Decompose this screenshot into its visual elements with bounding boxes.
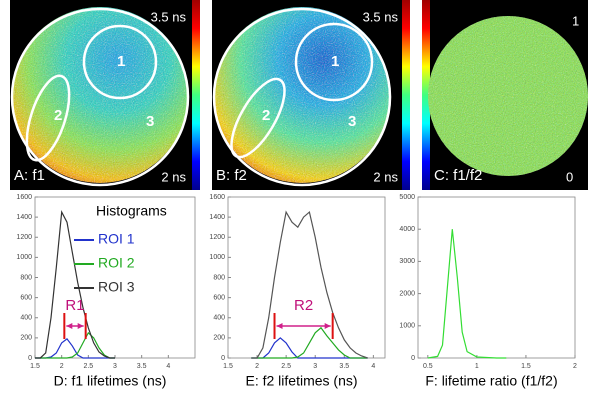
scale-max: 3.5 ns: [363, 9, 399, 24]
y-tick-label: 1000: [16, 254, 32, 261]
y-tick-label: 200: [213, 335, 225, 342]
y-tick-label: 0: [28, 355, 32, 362]
panel-label: C: f1/f2: [434, 167, 482, 184]
scale-max: 3.5 ns: [151, 9, 187, 24]
x-axis-label: E: f2 lifetimes (ns): [245, 373, 357, 389]
x-tick-label: 3: [313, 363, 317, 370]
y-tick-label: 3000: [399, 258, 415, 265]
x-axis-label: D: f1 lifetimes (ns): [54, 373, 167, 389]
y-tick-label: 1200: [16, 234, 32, 241]
roi-outline: [230, 77, 286, 159]
series-line: [251, 337, 368, 359]
roi-label: 1: [117, 53, 125, 70]
x-tick-label: 1.5: [521, 363, 531, 370]
y-tick-label: 1000: [209, 254, 225, 261]
image-disk: [214, 7, 390, 183]
x-tick-label: 1: [475, 363, 479, 370]
chart: 0 200 400 600 800 1000 1200 1400 1600 1.5 2 2.5 3 3.5…: [209, 194, 386, 389]
y-tick-label: 1400: [209, 214, 225, 221]
scale-max: 1: [572, 13, 579, 28]
roi-label: 3: [146, 113, 154, 130]
x-tick-label: 3.5: [137, 363, 147, 370]
arrow-head: [276, 323, 331, 329]
roi-label: 2: [262, 107, 270, 124]
legend-title: Histograms: [96, 203, 167, 219]
chart: 0 200 400 600 800 1000 1200 1400 1600 1.5 2 2.5 3 3.5…: [16, 194, 196, 389]
series-line: [35, 210, 115, 359]
roi-label: 2: [54, 107, 62, 124]
y-tick-label: 5000: [399, 194, 415, 201]
colorbar: [192, 0, 200, 190]
legend-label: ROI 2: [98, 255, 135, 271]
arrow-head: [66, 323, 84, 329]
y-tick-label: 400: [20, 315, 32, 322]
y-tick-label: 600: [213, 294, 225, 301]
image-disk: [12, 7, 188, 183]
roi-outline: [10, 7, 190, 187]
colorbar: [422, 0, 430, 190]
y-tick-label: 4000: [399, 226, 415, 233]
y-tick-label: 800: [213, 274, 225, 281]
x-axis-label: F: lifetime ratio (f1/f2): [425, 373, 557, 389]
x-tick-label: 4: [166, 363, 170, 370]
panel-label: A: f1: [14, 167, 45, 184]
series-line: [251, 326, 368, 359]
legend-label: ROI 3: [98, 279, 135, 295]
panel-b: 1 2 3 3.5 ns 2 ns B: f2: [212, 0, 410, 190]
y-tick-label: 1000: [399, 323, 415, 330]
x-tick-label: 2: [573, 363, 577, 370]
x-tick-label: 3: [113, 363, 117, 370]
roi-label: 1: [331, 53, 339, 70]
roi-label: 3: [348, 113, 356, 130]
panel-c: 1 0 C: f1/f2: [422, 0, 588, 190]
y-tick-label: 0: [221, 355, 225, 362]
range-label: R1: [65, 297, 84, 314]
range-label: R2: [294, 297, 313, 314]
plot-area: [227, 196, 386, 359]
y-tick-label: 1600: [209, 194, 225, 201]
x-tick-label: 4: [371, 363, 375, 370]
roi-outline: [294, 22, 374, 102]
x-tick-label: 2: [255, 363, 259, 370]
x-tick-label: 1.5: [30, 363, 40, 370]
x-tick-label: 2: [60, 363, 64, 370]
x-tick-label: 3.5: [339, 363, 349, 370]
series-line: [427, 229, 507, 359]
scale-min: 2 ns: [161, 169, 186, 184]
y-tick-label: 1400: [16, 214, 32, 221]
series-line: [251, 210, 368, 359]
panel-label: B: f2: [216, 167, 247, 184]
y-tick-label: 800: [20, 274, 32, 281]
y-tick-label: 400: [213, 315, 225, 322]
x-tick-label: 0.5: [423, 363, 433, 370]
x-tick-label: 2.5: [281, 363, 291, 370]
roi-outline: [25, 74, 71, 162]
y-tick-label: 0: [411, 355, 415, 362]
series-line: [35, 331, 115, 359]
plot-area: [34, 196, 196, 359]
chart: 0 1000 2000 3000 4000 5000 0.5 1 1.5 2 F: lifetime…: [399, 194, 577, 389]
scale-min: 0: [566, 169, 573, 184]
x-tick-label: 2.5: [83, 363, 93, 370]
x-tick-label: 1.5: [223, 363, 233, 370]
roi-outline: [212, 7, 392, 187]
plot-area: [417, 196, 576, 359]
scale-min: 2 ns: [373, 169, 398, 184]
roi-outline: [82, 24, 158, 100]
y-tick-label: 200: [20, 335, 32, 342]
panel-a: 1 2 3 3.5 ns 2 ns A: f1: [10, 0, 200, 190]
image-disk: [428, 16, 588, 176]
legend-label: ROI 1: [98, 231, 135, 247]
y-tick-label: 600: [20, 294, 32, 301]
y-tick-label: 2000: [399, 290, 415, 297]
y-tick-label: 1600: [16, 194, 32, 201]
colorbar: [402, 0, 410, 190]
y-tick-label: 1200: [209, 234, 225, 241]
